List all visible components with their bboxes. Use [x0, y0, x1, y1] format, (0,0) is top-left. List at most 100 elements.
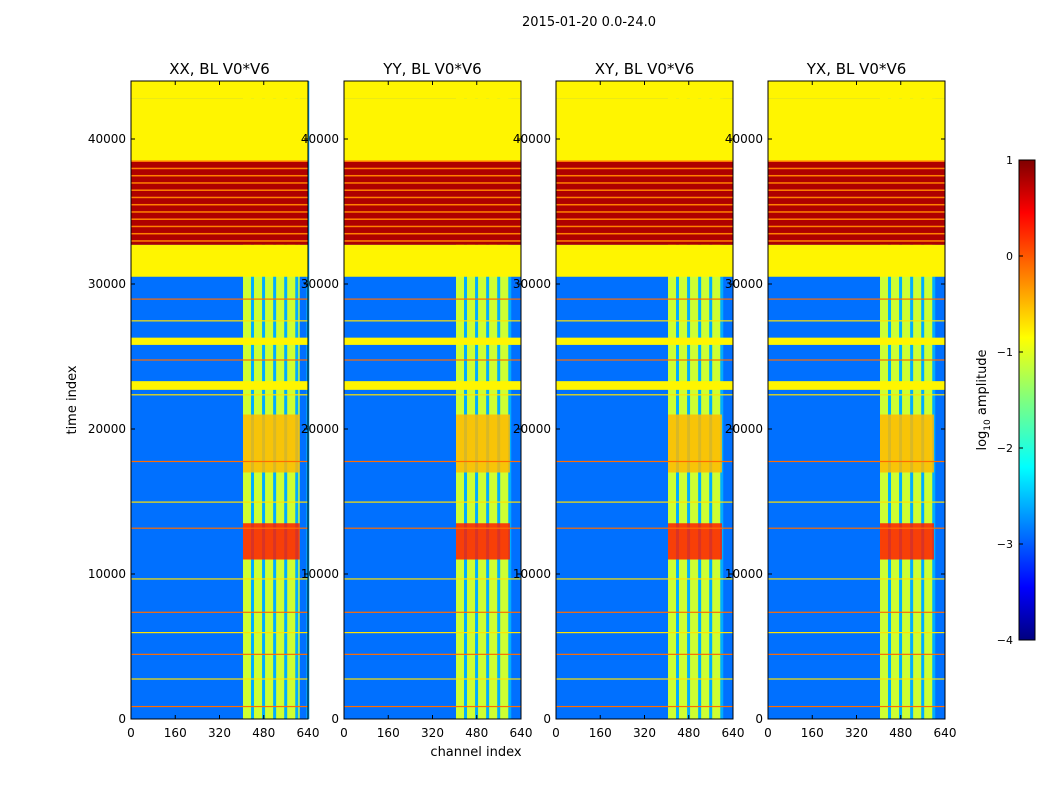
heatmap-artefact-line — [344, 359, 521, 361]
panel-title: YY, BL V0*V6 — [382, 60, 481, 78]
heatmap-bright-time — [880, 523, 934, 560]
heatmap-bright-time — [668, 414, 722, 473]
heatmap-channel-gap — [687, 81, 691, 719]
heatmap-stripe — [556, 232, 733, 235]
heatmap-artefact-line — [556, 359, 733, 361]
heatmap-artefact-line — [768, 359, 945, 361]
y-tick-label: 20000 — [513, 422, 551, 436]
x-tick-label: 480 — [465, 726, 488, 740]
heatmap-stripe — [556, 240, 733, 242]
colorbar-tick-label: 0 — [1006, 250, 1013, 263]
heatmap-artefact-line — [131, 298, 308, 300]
heatmap-artefact-line — [768, 632, 945, 634]
heatmap-artefact-line — [344, 653, 521, 655]
y-tick-label: 30000 — [513, 277, 551, 291]
y-tick-label: 20000 — [301, 422, 339, 436]
heatmap-stripe — [768, 225, 945, 228]
heatmap-artefact-line — [768, 678, 945, 680]
heatmap-artefact-line — [131, 460, 308, 463]
heatmap-artefact-line — [556, 705, 733, 708]
heatmap-artefact-line — [344, 527, 521, 529]
heatmap-stripe — [768, 160, 945, 162]
colorbar-label-sub: 10 — [983, 419, 993, 431]
x-tick-label: 480 — [252, 726, 275, 740]
heatmap-artefact-line — [556, 298, 733, 300]
heatmap-stripe — [344, 218, 521, 220]
heatmap-stripe — [344, 167, 521, 170]
heatmap-stripe — [344, 160, 521, 162]
heatmap-artefact-line — [556, 501, 733, 503]
heatmap-artefact-line — [768, 578, 945, 580]
heatmap-flagged-range — [131, 81, 308, 99]
heatmap-channel-gap — [464, 81, 468, 719]
heatmap-stripe — [768, 174, 945, 177]
heatmap-channel-gap — [676, 81, 680, 719]
heatmap-flagged-range — [344, 81, 521, 99]
heatmap-artefact-line — [556, 394, 733, 396]
heatmap-stripe — [344, 182, 521, 184]
y-tick-label: 40000 — [301, 132, 339, 146]
colorbar-tick-label: −1 — [997, 346, 1013, 359]
panel-xx: XX, BL V0*V6 0 160 320 480 640 0 10000 20000 3000… — [88, 60, 320, 740]
heatmap-artefact-line — [344, 678, 521, 680]
y-tick-label: 30000 — [301, 277, 339, 291]
y-tick-label: 10000 — [301, 567, 339, 581]
heatmap-stripe — [131, 203, 308, 206]
x-tick-label: 640 — [934, 726, 957, 740]
heatmap-stripe — [768, 211, 945, 213]
heatmap-channel-gap — [508, 81, 512, 719]
heatmap-channel-gap — [899, 81, 903, 719]
heatmap-channel-gap — [709, 81, 713, 719]
heatmap-stripe — [768, 167, 945, 170]
x-tick-label: 640 — [722, 726, 745, 740]
colorbar-tick-label: −3 — [997, 538, 1013, 551]
heatmap-flagged-range — [344, 244, 521, 277]
heatmap-channel-gap — [910, 81, 914, 719]
heatmap-stripe — [344, 211, 521, 213]
heatmap-bright-time — [456, 523, 510, 560]
heatmap-artefact-line — [768, 394, 945, 396]
figure-title: 2015-01-20 0.0-24.0 — [522, 15, 656, 30]
heatmap-flagged-range — [556, 244, 733, 277]
heatmap-artefact-line — [768, 501, 945, 503]
heatmap-stripe — [131, 189, 308, 191]
x-tick-label: 160 — [164, 726, 187, 740]
heatmap-flagged-range — [344, 98, 521, 161]
x-tick-label: 160 — [801, 726, 824, 740]
y-tick-label: 0 — [755, 712, 763, 726]
x-tick-label: 320 — [633, 726, 656, 740]
heatmap-channel-gap — [497, 81, 501, 719]
heatmap-flagged-range — [556, 337, 733, 345]
y-tick-label: 40000 — [88, 132, 126, 146]
x-tick-label: 320 — [421, 726, 444, 740]
heatmap-flagged-range — [344, 160, 521, 245]
panel-yx: YX, BL V0*V6 0 160 320 480 640 0 10000 20000 3000… — [725, 60, 957, 740]
heatmap-flagged-range — [556, 98, 733, 161]
heatmap-flagged-range — [768, 244, 945, 277]
heatmap-stripe — [768, 232, 945, 235]
heatmap-artefact-line — [768, 320, 945, 322]
x-tick-label: 0 — [127, 726, 135, 740]
heatmap-artefact-line — [768, 460, 945, 463]
heatmap-artefact-line — [344, 611, 521, 613]
heatmap-flagged-range — [768, 381, 945, 390]
heatmap-stripe — [131, 160, 308, 162]
heatmap-flagged-range — [768, 160, 945, 245]
heatmap-artefact-line — [556, 527, 733, 529]
colorbar-label: log10 amplitude — [975, 349, 993, 450]
y-tick-label: 10000 — [88, 567, 126, 581]
heatmap-artefact-line — [556, 678, 733, 680]
heatmap-stripe — [344, 225, 521, 228]
heatmap-artefact-line — [344, 578, 521, 580]
heatmap-artefact-line — [768, 705, 945, 708]
heatmap-flagged-range — [131, 244, 308, 277]
y-tick-label: 0 — [331, 712, 339, 726]
heatmap-bright-time — [456, 414, 510, 473]
heatmap-flagged-range — [131, 337, 308, 345]
heatmap-flagged-range — [131, 160, 308, 245]
x-tick-label: 320 — [208, 726, 231, 740]
colorbar-tick-label: 1 — [1006, 154, 1013, 167]
heatmap-artefact-line — [556, 653, 733, 655]
heatmap-channel-gap — [475, 81, 479, 719]
